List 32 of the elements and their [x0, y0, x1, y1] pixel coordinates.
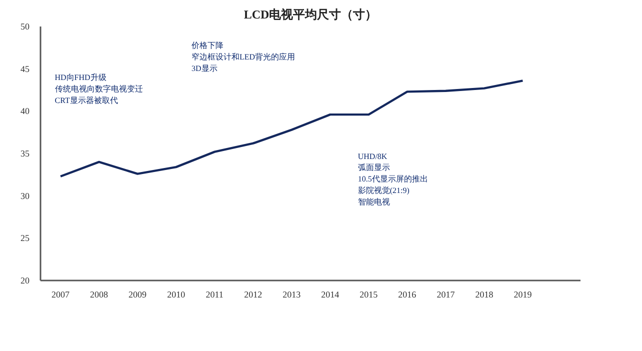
chart-title: LCD电视平均尺寸（寸） — [244, 8, 378, 22]
x-tick-label: 2015 — [360, 290, 378, 300]
annotation: 弧面显示 — [358, 163, 390, 172]
x-tick-label: 2017 — [436, 290, 456, 300]
y-tick-label: 30 — [20, 190, 30, 201]
y-tick-label: 40 — [20, 106, 30, 116]
annotation: 窄边框设计和LED背光的应用 — [191, 52, 296, 62]
y-tick-label: 45 — [20, 64, 30, 74]
x-tick-label: 2007 — [52, 290, 70, 300]
x-tick-label: 2010 — [167, 290, 186, 300]
x-tick-label: 2016 — [398, 290, 417, 300]
annotation: 智能电视 — [358, 198, 390, 207]
y-tick-label: 20 — [20, 276, 30, 286]
annotation: CRT显示器被取代 — [54, 96, 118, 105]
y-tick-label: 35 — [20, 148, 30, 158]
x-tick-label: 2014 — [321, 290, 340, 300]
annotation: HD向FHD升级 — [54, 73, 106, 82]
x-tick-label: 2012 — [244, 290, 262, 300]
y-tick-label: 25 — [20, 233, 30, 244]
x-tick-label: 2011 — [206, 290, 224, 300]
annotation: 10.5代显示屏的推出 — [358, 174, 428, 184]
annotation: UHD/8K — [358, 152, 388, 161]
annotation: 影院视觉(21:9) — [358, 186, 410, 196]
x-tick-label: 2019 — [514, 290, 532, 300]
y-tick-label: 50 — [20, 22, 30, 32]
annotation: 价格下降 — [190, 40, 224, 50]
x-tick-label: 2008 — [90, 290, 109, 300]
x-tick-label: 2018 — [475, 290, 494, 300]
annotation: 3D显示 — [191, 64, 218, 73]
annotation: 传统电视向数字电视变迁 — [54, 84, 143, 94]
x-tick-label: 2009 — [128, 290, 148, 300]
x-tick-label: 2013 — [282, 290, 302, 300]
